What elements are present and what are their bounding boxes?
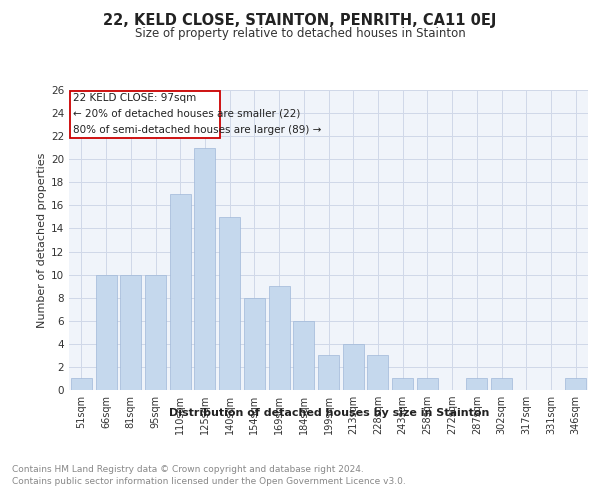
Bar (343, 344, 364, 390)
Bar (95, 274, 116, 390)
Text: 80% of semi-detached houses are larger (89) →: 80% of semi-detached houses are larger (… (73, 125, 322, 135)
Bar (466, 378, 487, 390)
Text: Contains HM Land Registry data © Crown copyright and database right 2024.: Contains HM Land Registry data © Crown c… (12, 465, 364, 474)
Bar (194, 148, 215, 390)
Bar (392, 378, 413, 390)
Bar (491, 378, 512, 390)
Bar (417, 378, 438, 390)
Bar (318, 356, 339, 390)
FancyBboxPatch shape (70, 91, 220, 138)
Bar (269, 286, 290, 390)
Bar (71, 378, 92, 390)
Bar (293, 321, 314, 390)
Bar (565, 378, 586, 390)
Bar (367, 356, 388, 390)
Y-axis label: Number of detached properties: Number of detached properties (37, 152, 47, 328)
Text: Size of property relative to detached houses in Stainton: Size of property relative to detached ho… (134, 28, 466, 40)
Text: ← 20% of detached houses are smaller (22): ← 20% of detached houses are smaller (22… (73, 109, 301, 119)
Bar (170, 194, 191, 390)
Bar (120, 274, 141, 390)
Text: 22, KELD CLOSE, STAINTON, PENRITH, CA11 0EJ: 22, KELD CLOSE, STAINTON, PENRITH, CA11 … (103, 12, 497, 28)
Text: Contains public sector information licensed under the Open Government Licence v3: Contains public sector information licen… (12, 478, 406, 486)
Bar (219, 217, 240, 390)
Text: 22 KELD CLOSE: 97sqm: 22 KELD CLOSE: 97sqm (73, 93, 196, 103)
Bar (145, 274, 166, 390)
Bar (244, 298, 265, 390)
Text: Distribution of detached houses by size in Stainton: Distribution of detached houses by size … (169, 408, 489, 418)
